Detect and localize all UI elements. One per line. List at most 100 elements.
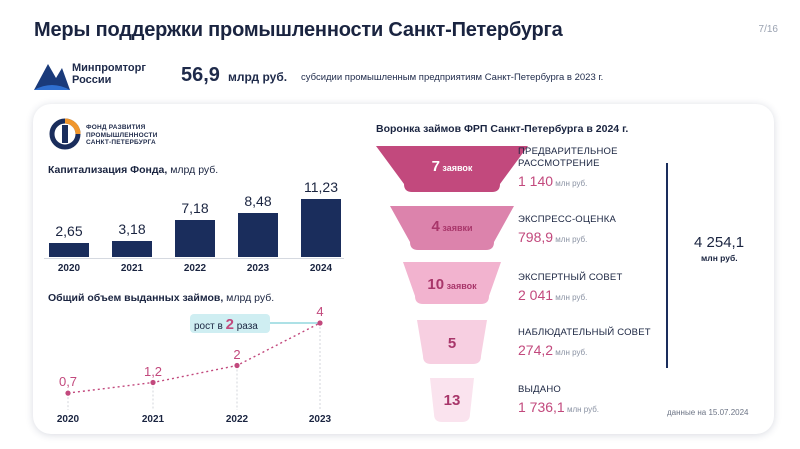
page-title: Меры поддержки промышленности Санкт-Пете… — [34, 19, 563, 41]
loans-value-2020: 0,7 — [58, 374, 78, 390]
loans-chart — [65, 320, 323, 410]
funnel-segment-1 — [376, 146, 528, 192]
funnel-stage-name-1: ПРЕДВАРИТЕЛЬНОЕ РАССМОТРЕНИЕ — [518, 146, 618, 170]
loans-year-2021: 2021 — [141, 414, 165, 425]
funnel-stage-name-5: ВЫДАНО — [518, 384, 561, 396]
funnel-stage-amount-2: 798,9 млн руб. — [518, 229, 587, 245]
capitalization-title-unit: млрд руб. — [167, 164, 219, 176]
capitalization-title: Капитализация Фонда, млрд руб. — [48, 164, 218, 176]
frp-logo-icon — [49, 118, 81, 150]
funnel-stage-amount-5: 1 736,1 млн руб. — [518, 399, 599, 415]
stage-amount-unit: млн руб. — [553, 179, 588, 188]
capitalization-value-2020: 2,65 — [55, 223, 83, 239]
stage-amount-unit: млн руб. — [553, 348, 588, 357]
loans-point-2020 — [65, 390, 71, 396]
funnel-stage-count-5: 13 — [444, 392, 461, 410]
funnel-count-number: 7 — [431, 158, 440, 175]
funnel-count-word: заявок — [439, 163, 473, 173]
capitalization-bar-2021 — [112, 241, 152, 257]
capitalization-year-2024: 2024 — [309, 263, 333, 274]
loans-year-2022: 2022 — [225, 414, 249, 425]
funnel-total-value: 4 254,1 — [694, 234, 745, 251]
funnel-count-word: заявки — [439, 223, 473, 233]
capitalization-bar-2020 — [49, 243, 89, 257]
frp-name-line3: САНКТ-ПЕТЕРБУРГА — [86, 139, 156, 146]
capitalization-year-2022: 2022 — [183, 263, 207, 274]
loans-value-2023: 4 — [316, 304, 324, 319]
capitalization-value-2024: 11,23 — [304, 179, 338, 195]
funnel-segment-5 — [430, 378, 474, 422]
capitalization-title-text: Капитализация Фонда, — [48, 164, 168, 176]
loans-year-2023: 2023 — [308, 414, 332, 425]
growth-factor: 2 — [225, 316, 234, 333]
growth-badge — [190, 314, 270, 333]
ministry-name-line1: Минпромторг — [72, 62, 146, 74]
capitalization-bar-2024 — [301, 199, 341, 257]
stage-amount-value: 1 140 — [518, 173, 554, 189]
stage-amount-unit: млн руб. — [553, 235, 588, 244]
stage-amount-value: 274,2 — [518, 342, 554, 358]
date-note: данные на 15.07.2024 — [667, 408, 749, 417]
loans-title-text: Общий объем выданных займов, — [48, 292, 224, 304]
capitalization-bar-2023 — [238, 213, 278, 257]
stage-name-line2: РАССМОТРЕНИЕ — [518, 158, 600, 169]
stage-name-line1: ВЫДАНО — [518, 384, 561, 395]
loans-point-2023 — [317, 320, 323, 326]
funnel-stage-amount-3: 2 041 млн руб. — [518, 287, 587, 303]
funnel-stage-amount-1: 1 140 млн руб. — [518, 173, 587, 189]
funnel-count-number: 5 — [447, 335, 457, 352]
subsidy-unit: млрд руб. — [228, 70, 288, 84]
stage-amount-unit: млн руб. — [564, 405, 600, 414]
loans-value-2022: 2 — [233, 346, 241, 362]
frp-name-line1: ФОНД РАЗВИТИЯ — [86, 124, 146, 131]
stage-name-line1: ПРЕДВАРИТЕЛЬНОЕ — [518, 146, 618, 157]
growth-text: рост в 2 раза — [194, 316, 258, 333]
subsidy-caption: субсидии промышленным предприятиям Санкт… — [301, 72, 604, 83]
capitalization-bar-2022 — [175, 220, 215, 257]
funnel-stage-name-4: НАБЛЮДАТЕЛЬНЫЙ СОВЕТ — [518, 327, 651, 339]
funnel-segment-4 — [417, 320, 487, 364]
ministry-logo-icon — [34, 64, 70, 90]
loans-title: Общий объем выданных займов, млрд руб. — [48, 292, 274, 304]
funnel-stage-count-3: 10 заявок — [427, 276, 476, 294]
total-bracket — [666, 163, 668, 368]
loans-year-2020: 2020 — [56, 414, 80, 425]
funnel-count-number: 13 — [443, 392, 461, 409]
stage-name-line1: НАБЛЮДАТЕЛЬНЫЙ СОВЕТ — [518, 327, 651, 338]
funnel-stage-name-3: ЭКСПЕРТНЫЙ СОВЕТ — [518, 272, 622, 284]
capitalization-year-2021: 2021 — [120, 263, 144, 274]
stage-name-line1: ЭКСПРЕСС-ОЦЕНКА — [518, 214, 616, 225]
bar-axis — [44, 258, 344, 259]
page-number: 7/16 — [758, 24, 778, 35]
ministry-name: Минпромторг России — [72, 62, 146, 86]
loans-point-2022 — [234, 362, 240, 369]
funnel-segment-2 — [390, 206, 514, 250]
stage-amount-value: 2 041 — [518, 287, 554, 303]
stage-amount-value: 1 736,1 — [518, 399, 565, 415]
funnel-count-number: 4 — [431, 218, 440, 235]
funnel-segment-3 — [403, 262, 501, 304]
stage-name-line1: ЭКСПЕРТНЫЙ СОВЕТ — [518, 272, 623, 283]
loans-value-2021: 1,2 — [143, 363, 163, 379]
capitalization-value-2021: 3,18 — [118, 221, 146, 237]
loans-line — [67, 322, 321, 394]
frp-name-line2: ПРОМЫШЛЕННОСТИ — [86, 131, 158, 139]
funnel-stage-count-2: 4 заявки — [431, 218, 472, 236]
funnel-count-number: 10 — [427, 276, 445, 293]
capitalization-year-2023: 2023 — [246, 263, 270, 274]
funnel-count-word: заявок — [444, 281, 477, 291]
funnel-chart — [376, 146, 528, 422]
funnel-stage-count-1: 7 заявок — [432, 158, 473, 176]
funnel-title: Воронка займов ФРП Санкт-Петербурга в 20… — [376, 123, 629, 135]
growth-prefix: рост в — [194, 321, 226, 332]
loans-point-2021 — [150, 379, 156, 386]
funnel-stage-amount-4: 274,2 млн руб. — [518, 342, 587, 358]
ministry-logo — [34, 64, 70, 90]
stage-amount-unit: млн руб. — [553, 293, 588, 302]
funnel-stage-name-2: ЭКСПРЕСС-ОЦЕНКА — [518, 214, 616, 226]
funnel-total-unit: млн руб. — [701, 253, 738, 263]
frp-name: ФОНД РАЗВИТИЯ ПРОМЫШЛЕННОСТИ САНКТ-ПЕТЕР… — [86, 124, 158, 147]
growth-suffix: раза — [233, 321, 258, 332]
capitalization-value-2022: 7,18 — [181, 200, 209, 216]
funnel-stage-count-4: 5 — [448, 335, 456, 353]
